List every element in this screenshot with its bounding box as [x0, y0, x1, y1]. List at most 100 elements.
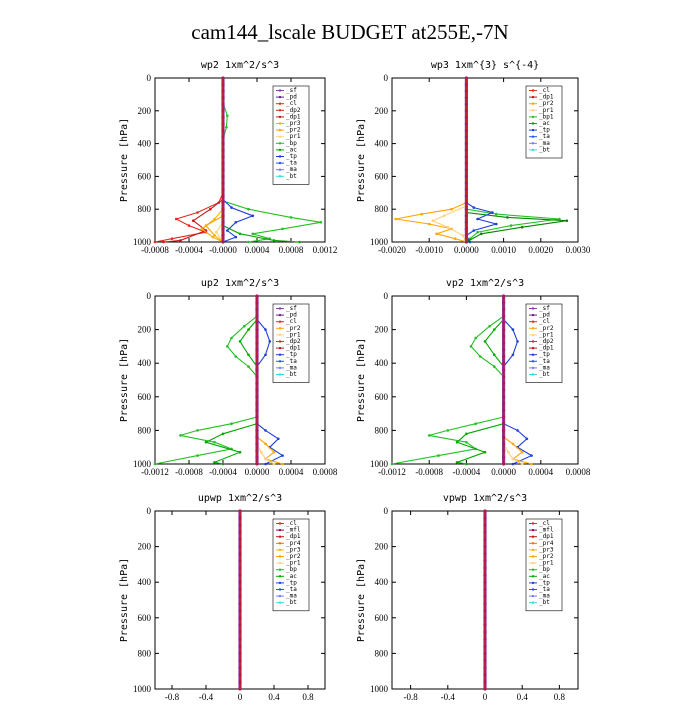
zero-profile-marker [255, 442, 259, 446]
zero-profile-marker [221, 181, 225, 185]
legend-entry: _sf [539, 305, 550, 312]
legend-marker [278, 535, 282, 538]
panel-up2: up2 1xm^2/s^3 Pressure [hPa] 0 200 400 600 800… [119, 278, 338, 477]
zero-profile-marker [502, 428, 506, 432]
legend-entry: _pd [539, 312, 550, 319]
plot-frame [154, 295, 326, 465]
legend-entry: _pr4 [286, 540, 301, 547]
zero-profile-marker [483, 616, 487, 620]
series-point [272, 462, 276, 466]
zero-profile-marker [255, 301, 259, 305]
zero-profile-marker [238, 580, 242, 584]
series-point [565, 219, 569, 222]
legend-marker [278, 102, 282, 105]
y-tick-label: 1000 [133, 459, 152, 469]
series-point [153, 462, 157, 466]
legend-entry: _ac [286, 573, 297, 580]
series-point [465, 462, 468, 466]
series-point [289, 216, 293, 219]
legend-entry: _tp [286, 579, 297, 586]
series-line-pr2 [205, 78, 224, 243]
x-tick-label: 0.0010 [491, 245, 516, 255]
x-tick-label: 0.0012 [313, 245, 338, 255]
x-tick-label: -0.0012 [378, 467, 406, 477]
zero-profile-marker [221, 142, 225, 146]
legend-marker [278, 522, 282, 525]
series-point [520, 462, 524, 466]
legend-marker [278, 528, 282, 532]
series-point [213, 440, 216, 444]
legend-entry: _ta [286, 358, 297, 365]
legend-marker [531, 528, 535, 532]
y-tick-label: 400 [138, 139, 152, 149]
zero-profile-marker [464, 83, 468, 87]
legend-entry: _dp1 [286, 113, 301, 120]
x-tick-label: -0.0012 [141, 467, 169, 477]
legend-entry: _pr1 [286, 331, 301, 338]
legend-entry: _ac [539, 573, 550, 580]
zero-profile-marker [221, 155, 225, 159]
zero-profile-marker [255, 422, 259, 426]
series-point [264, 442, 267, 446]
zero-profile-marker [255, 415, 259, 419]
zero-profile-marker [238, 523, 242, 527]
x-tick-label: 0.4 [268, 692, 280, 700]
zero-profile-marker [238, 673, 242, 677]
zero-profile-marker [238, 602, 242, 606]
series-point [230, 422, 233, 426]
series-point [192, 219, 195, 222]
legend-entry: _pr1 [286, 560, 301, 567]
series-line-pr1 [431, 78, 467, 243]
legend-entry: _bt [286, 371, 297, 378]
series-point [230, 206, 233, 209]
zero-profile-marker [221, 128, 225, 133]
zero-profile-marker [464, 155, 468, 159]
zero-profile-marker [464, 142, 468, 146]
panel-title: vpwp 1xm^2/s^3 [443, 493, 527, 504]
legend-entry: _ta [539, 133, 550, 140]
series-point [230, 336, 233, 340]
series-line-dp2 [154, 78, 224, 243]
plot-frame [391, 77, 579, 243]
zero-profile-marker [255, 334, 259, 338]
y-tick-label: 0 [147, 506, 152, 516]
legend-marker [278, 373, 282, 376]
legend-entry: _pr1 [539, 331, 554, 338]
zero-profile-marker [483, 580, 487, 584]
zero-profile-marker [502, 462, 506, 466]
zero-profile-marker [238, 573, 242, 577]
legend-entry: _pr3 [286, 120, 301, 127]
zero-profile-marker [255, 401, 259, 406]
series-point [187, 224, 191, 227]
legend-marker [531, 594, 535, 598]
y-tick-label: 200 [375, 325, 389, 335]
zero-profile-marker [483, 680, 487, 684]
x-tick-label: -0.0010 [415, 245, 443, 255]
series-line-tp [222, 78, 255, 243]
series-line-tp [465, 78, 499, 243]
series-line-pr2 [395, 78, 467, 243]
y-tick-label: 1000 [370, 237, 389, 247]
zero-profile-marker [255, 395, 259, 399]
series-point [476, 217, 479, 221]
series-point [281, 227, 284, 231]
zero-profile-marker [238, 666, 242, 670]
zero-profile-marker [483, 587, 487, 591]
series-point [493, 365, 496, 368]
legend-entry: _sf [286, 87, 297, 94]
zero-profile-marker [221, 122, 225, 126]
legend-entry: _ma [286, 364, 297, 371]
legend-entry: _ma [539, 364, 550, 371]
x-tick-label: 0 [238, 692, 243, 700]
x-tick-label: -0.8 [403, 692, 418, 700]
legend-entry: _cl [286, 100, 297, 107]
legend-marker [278, 601, 282, 604]
zero-profile-marker [221, 96, 225, 100]
series-point [179, 239, 182, 242]
x-tick-label: 0.0000 [245, 467, 270, 477]
series-point [507, 450, 510, 454]
zero-profile-marker [221, 214, 225, 218]
legend-marker [278, 109, 282, 112]
zero-profile-marker [238, 509, 242, 513]
zero-profile-marker [255, 341, 259, 345]
